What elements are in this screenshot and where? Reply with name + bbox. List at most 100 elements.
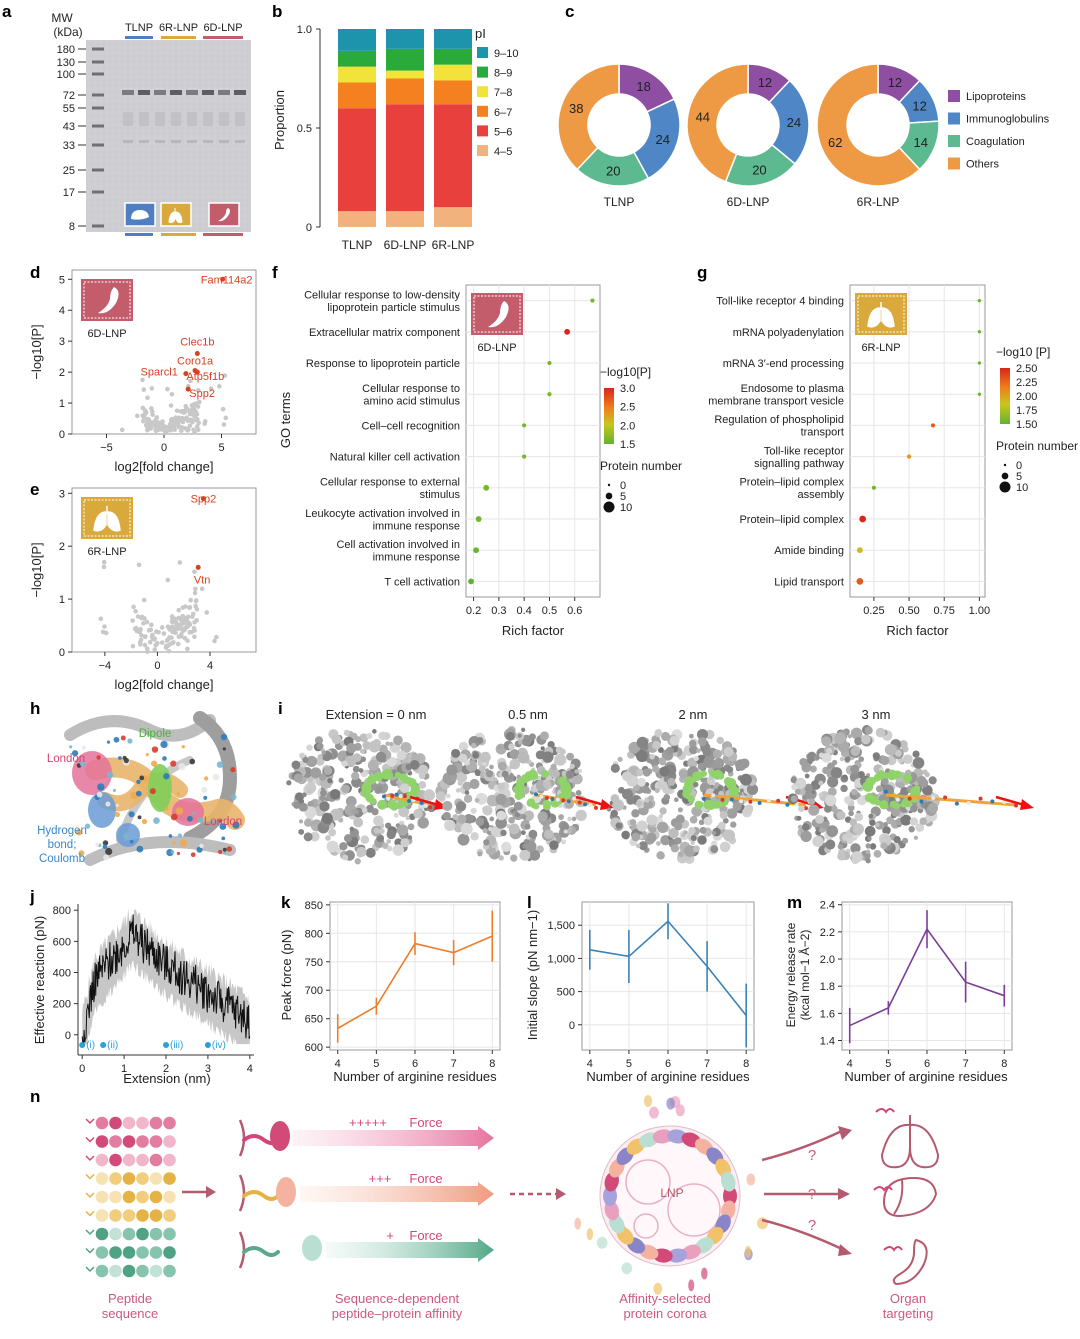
i-protein-atom: [867, 836, 872, 841]
i-protein-atom: [697, 762, 706, 771]
i-pocket-atom: [394, 772, 402, 779]
n-liver-icon: [873, 1176, 938, 1218]
size-legend-tick: 0: [1016, 460, 1022, 472]
n-seq-residue: [136, 1264, 149, 1278]
i-peptide-atom: [739, 799, 744, 804]
i-peptide-atom: [534, 792, 538, 797]
b-category-label: 6R-LNP: [432, 238, 475, 252]
h-atom: [149, 788, 156, 795]
i-protein-atom: [884, 743, 897, 756]
n-seq-residue: [95, 1190, 109, 1204]
i-peptide-atom: [539, 794, 544, 799]
c-legend-label: Coagulation: [966, 136, 1025, 148]
i-pocket-atom: [516, 791, 524, 799]
i-protein-atom: [690, 834, 697, 841]
volcano-point: [150, 420, 155, 425]
i-protein-atom: [652, 740, 661, 750]
i-protein-atom: [517, 751, 530, 764]
i-protein-atom: [703, 816, 713, 826]
i-protein-atom: [311, 824, 318, 831]
i-protein-atom: [790, 776, 797, 784]
i-protein-atom: [376, 785, 383, 793]
volcano-point: [189, 403, 195, 408]
i-protein-atom: [621, 830, 630, 840]
h-atom: [170, 760, 177, 767]
i-protein-atom: [818, 792, 824, 798]
n-seq-residue: [109, 1264, 122, 1278]
h-atom: [153, 817, 160, 824]
i-protein-atom: [637, 777, 646, 787]
gel-band-minor: [123, 140, 133, 143]
volcano-point: [146, 424, 152, 429]
i-protein-atom: [376, 834, 385, 843]
i-protein-atom: [824, 794, 837, 807]
i-protein-atom: [346, 742, 357, 754]
errline-xtick-label: 4: [847, 1058, 853, 1070]
volcano-point: [135, 614, 141, 619]
h-atom: [218, 849, 223, 854]
volcano-xtick-label: 0: [154, 660, 160, 672]
i-protein-atom: [382, 732, 391, 741]
i-protein-atom: [505, 731, 515, 741]
h-atom: [81, 745, 86, 750]
i-protein-atom: [396, 750, 407, 761]
i-peptide-atom: [748, 799, 753, 804]
volcano-point: [190, 614, 195, 620]
i-protein-atom: [509, 758, 521, 770]
i-protein-atom: [864, 726, 873, 735]
volcano-point: [182, 408, 188, 413]
i-peptide-atom: [402, 794, 407, 799]
i-protein-atom: [902, 754, 913, 765]
i-protein-atom: [880, 842, 888, 850]
i-protein-atom: [672, 751, 678, 757]
i-protein-atom: [692, 781, 699, 788]
i-protein-atom: [674, 822, 683, 831]
n-free-protein: [574, 1217, 582, 1230]
b-ytick-label: 1.0: [297, 24, 312, 36]
n-question-3: ?: [808, 1217, 816, 1234]
i-protein-atom: [442, 800, 453, 811]
n-force-level-3: +: [386, 1228, 394, 1243]
i-peptide-atom: [561, 798, 566, 803]
volcano-point: [212, 638, 217, 644]
i-protein-atom: [636, 736, 649, 749]
i-protein-atom: [652, 765, 660, 773]
i-protein-atom: [306, 755, 318, 768]
i-protein-atom: [659, 766, 670, 777]
i-protein-atom: [455, 801, 467, 812]
volcano-point: [176, 415, 181, 421]
c-legend-swatch: [948, 135, 960, 147]
j-ylabel: Effective reaction (pN): [32, 916, 47, 1044]
h-atom: [219, 823, 227, 830]
i-peptide-atom: [423, 803, 428, 808]
i-peptide-atom: [931, 795, 936, 800]
h-atom: [141, 818, 148, 825]
errline-ytick-label: 1.6: [820, 1008, 835, 1020]
i-pocket-atom: [864, 792, 875, 803]
gel-image: [86, 40, 251, 232]
volcano-point: [175, 641, 181, 647]
lane-group-bar-bottom: [125, 233, 153, 236]
go-term-dot: [590, 298, 595, 303]
i-protein-atom: [567, 816, 572, 822]
i-protein-atom: [861, 734, 871, 745]
color-legend-bar: [604, 388, 614, 444]
gel-badge-liver: [124, 202, 156, 227]
i-protein-atom: [396, 824, 409, 836]
i-protein-atom: [869, 843, 877, 850]
b-bar-segment: [386, 70, 424, 79]
i-protein-atom: [723, 746, 734, 757]
n-seq-residue: [136, 1246, 149, 1259]
i-protein-atom: [796, 815, 802, 821]
h-atom: [181, 745, 185, 749]
n-free-protein: [586, 1228, 594, 1241]
h-atom: [106, 740, 111, 744]
h-atom: [196, 846, 203, 853]
i-protein-atom: [474, 797, 480, 803]
i-protein-atom: [510, 808, 515, 814]
i-protein-atom: [633, 784, 640, 792]
i-protein-atom: [872, 752, 880, 760]
h-label-dipole: Dipole: [139, 728, 172, 740]
i-protein-atom: [331, 734, 342, 745]
